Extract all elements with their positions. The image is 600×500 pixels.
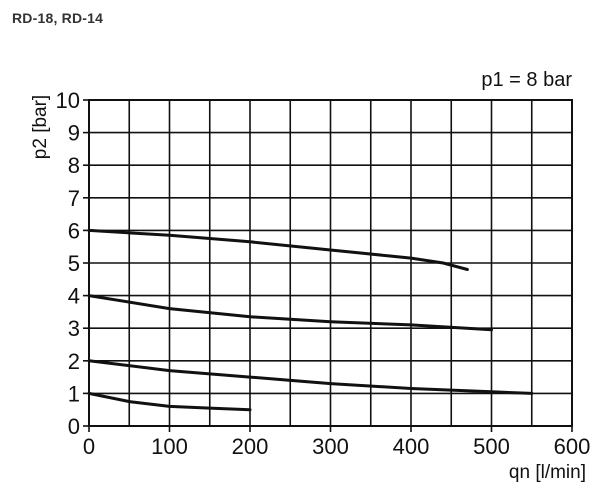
- x-tick-label: 300: [312, 434, 349, 459]
- x-tick-label: 100: [151, 434, 188, 459]
- grid: [83, 99, 573, 432]
- y-tick-label: 1: [68, 381, 80, 406]
- y-tick-label: 10: [56, 88, 80, 113]
- x-tick-label: 0: [83, 434, 95, 459]
- x-tick-label: 200: [232, 434, 269, 459]
- chart-heading: RD-18, RD-14: [12, 10, 104, 26]
- series-line-4: [87, 391, 252, 412]
- y-tick-label: 6: [68, 218, 80, 243]
- series-line-2: [87, 294, 493, 332]
- y-tick-label: 4: [68, 284, 80, 309]
- series-line-1: [87, 228, 469, 271]
- x-tick-label: 600: [554, 434, 591, 459]
- x-axis-label: qn [l/min]: [509, 462, 586, 483]
- y-tick-label: 7: [68, 186, 80, 211]
- y-tick-label: 3: [68, 316, 80, 341]
- x-tick-label: 500: [473, 434, 510, 459]
- y-tick-label: 9: [68, 121, 80, 146]
- plot-frame: [88, 99, 573, 427]
- y-tick-label: 5: [68, 251, 80, 276]
- series-lines: [87, 228, 534, 412]
- x-tick-label: 400: [393, 434, 430, 459]
- y-tick-label: 0: [68, 414, 80, 439]
- inlet-pressure-annotation: p1 = 8 bar: [481, 69, 572, 91]
- y-tick-label: 2: [68, 349, 80, 374]
- series-line-3: [87, 359, 534, 395]
- y-axis-label: p2 [bar]: [30, 95, 51, 159]
- y-tick-label: 8: [68, 153, 80, 178]
